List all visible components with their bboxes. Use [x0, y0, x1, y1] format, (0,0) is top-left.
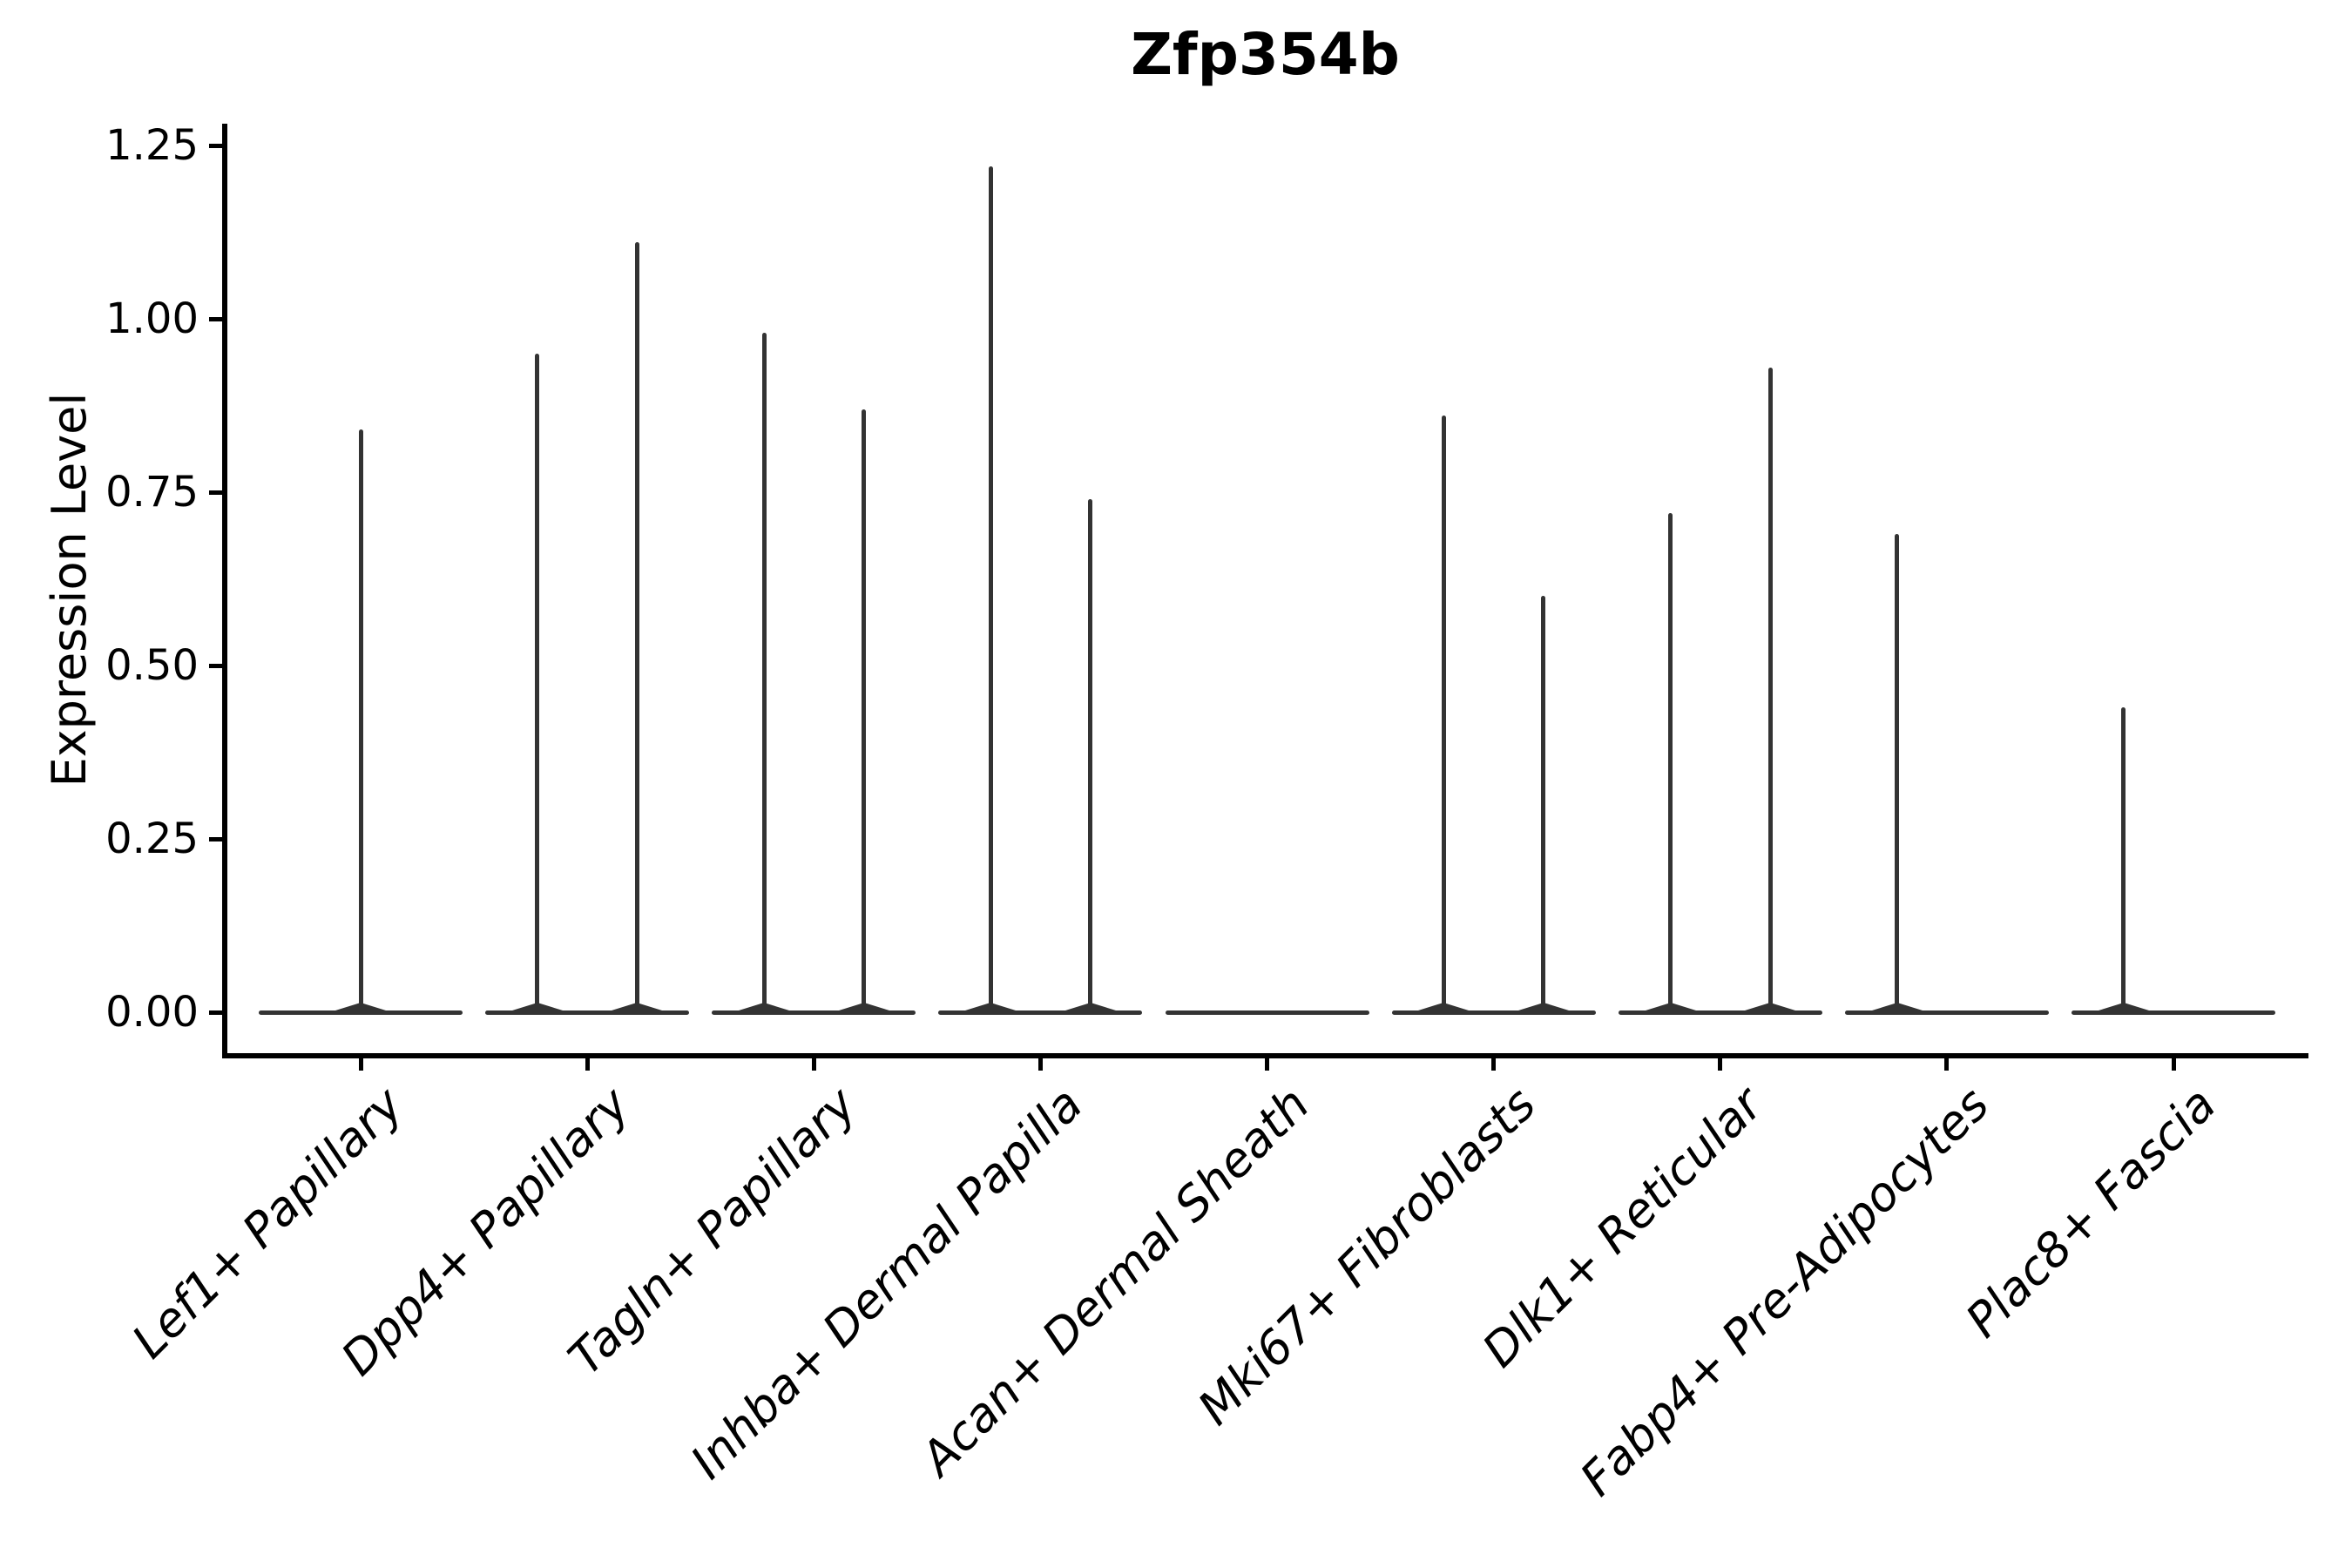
violin-spike	[1088, 499, 1093, 1015]
y-tick-mark	[209, 663, 222, 668]
x-tick-label: Acan+ Dermal Sheath	[910, 1077, 1321, 1486]
x-tick-mark	[358, 1056, 363, 1071]
y-tick-label: 0.50	[105, 641, 199, 690]
violin-baseline	[485, 1010, 690, 1015]
y-axis-label: Expression Level	[42, 392, 97, 787]
violin-baseline	[712, 1010, 916, 1015]
x-tick-mark	[2171, 1056, 2176, 1071]
x-tick-label: Fabp4+ Pre-Adipocytes	[1570, 1077, 2000, 1507]
violin-spike	[1541, 596, 1546, 1015]
chart-title: Zfp354b	[1131, 21, 1400, 88]
x-tick-mark	[1491, 1056, 1497, 1071]
violin-spike	[1895, 533, 1900, 1015]
violin-spike	[2121, 706, 2126, 1015]
x-tick-mark	[1265, 1056, 1269, 1071]
y-tick-label: 1.25	[105, 121, 199, 170]
y-tick-mark	[209, 490, 222, 495]
violin-spike	[634, 242, 639, 1015]
x-tick-mark	[1944, 1056, 1950, 1071]
x-tick-mark	[1718, 1056, 1723, 1071]
violin-spike	[358, 429, 363, 1015]
violin-baseline	[1618, 1010, 1822, 1015]
violin-spike	[1668, 512, 1673, 1015]
y-tick-label: 0.25	[105, 814, 199, 863]
x-tick-mark	[585, 1056, 590, 1071]
violin-spike	[535, 353, 540, 1015]
x-tick-mark	[811, 1056, 816, 1071]
violin-spike	[862, 409, 866, 1015]
x-tick-label: Inhba+ Dermal Papilla	[680, 1077, 1093, 1490]
violin-spike	[988, 166, 993, 1015]
y-tick-mark	[209, 316, 222, 321]
x-tick-mark	[1037, 1056, 1043, 1071]
violin-spike	[1441, 416, 1446, 1015]
y-tick-label: 0.00	[105, 988, 199, 1037]
violin-spike	[1767, 367, 1773, 1015]
violin-baseline	[1165, 1010, 1369, 1015]
y-tick-mark	[209, 143, 222, 148]
y-tick-mark	[209, 1010, 222, 1015]
y-tick-mark	[209, 836, 222, 841]
y-tick-label: 1.00	[105, 294, 199, 343]
violin-baseline	[1844, 1010, 2049, 1015]
violin-baseline	[938, 1010, 1143, 1015]
violin-spike	[761, 332, 767, 1015]
y-axis-spine	[222, 124, 227, 1058]
y-tick-label: 0.75	[105, 468, 199, 517]
violin-baseline	[1391, 1010, 1596, 1015]
violin-baseline	[2072, 1010, 2275, 1015]
